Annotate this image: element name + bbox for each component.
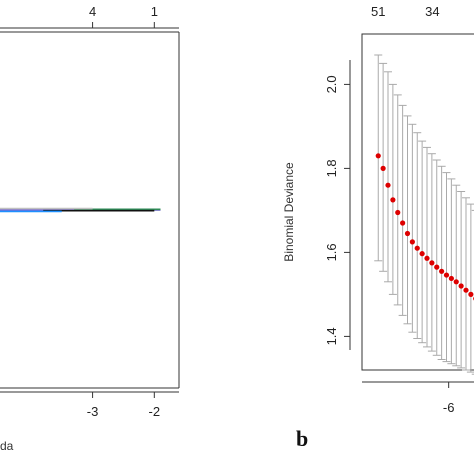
panel-b-x-tick-label-1: -6 xyxy=(443,400,455,415)
panel-b-cross-validation-plot: 1.41.61.82.0 -6 513432 Binomial Deviance… xyxy=(282,4,474,451)
panel-b-deviance-points xyxy=(375,153,474,301)
panel-b-y-axis-title: Binomial Deviance xyxy=(282,162,296,262)
panel-b-top-tick-label-2: 34 xyxy=(425,4,439,19)
panel-a-x-axis-title: da xyxy=(0,439,14,453)
panel-b-point-15 xyxy=(443,272,450,278)
panel-b-error-bars xyxy=(374,54,474,375)
panel-b-point-16 xyxy=(448,275,454,282)
panel-b-point-20 xyxy=(468,291,474,297)
panel-b-point-3 xyxy=(385,182,391,188)
panel-b-point-6 xyxy=(400,220,406,226)
panel-b-point-7 xyxy=(404,230,411,237)
panel-b-point-5 xyxy=(395,209,401,216)
panel-b-point-10 xyxy=(419,251,425,257)
panel-a-top-tick-label-1: 4 xyxy=(89,4,96,19)
panel-b-y-tick-label-4: 2.0 xyxy=(324,75,339,93)
panel-b-point-19 xyxy=(463,287,469,293)
panel-a-x-tick-label-2: -2 xyxy=(149,404,161,419)
panel-b-point-9 xyxy=(414,245,420,251)
panel-b-top-tick-label-1: 51 xyxy=(371,4,385,19)
panel-a-x-tick-label-1: -3 xyxy=(87,404,99,419)
panel-b-point-17 xyxy=(453,279,459,285)
panel-a-coefficient-paths xyxy=(0,207,161,213)
panel-b-point-11 xyxy=(424,255,430,261)
panel-b-label: b xyxy=(296,426,308,451)
panel-b-y-axis-ticks: 1.4 1.6 1.8 2.0 xyxy=(324,75,350,345)
panel-b-y-tick-label-1: 1.4 xyxy=(324,327,339,345)
panel-b-point-2 xyxy=(380,165,386,171)
panel-a-x-axis-ticks: -3 -2 xyxy=(87,392,160,419)
panel-b-x-axis-ticks: -6 xyxy=(443,382,455,415)
panel-b-point-14 xyxy=(439,268,445,274)
panel-a-top-tick-label-2: 1 xyxy=(151,4,158,19)
panel-b-point-8 xyxy=(409,239,415,245)
panel-b-point-1 xyxy=(375,153,381,159)
panel-b-y-tick-label-3: 1.8 xyxy=(324,159,339,177)
panel-b-point-4 xyxy=(390,197,396,203)
panel-b-point-18 xyxy=(458,283,464,289)
panel-b-top-axis-ticks: 513432 xyxy=(371,4,474,19)
panel-b-plot-frame xyxy=(361,33,474,371)
panel-b-y-tick-label-2: 1.6 xyxy=(324,243,339,261)
panel-b-point-13 xyxy=(434,264,440,270)
panel-b-point-12 xyxy=(429,260,435,266)
